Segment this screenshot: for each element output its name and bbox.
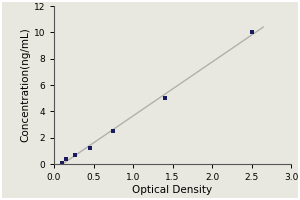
Point [162,97,167,100]
Point [111,129,116,133]
Point [249,31,254,34]
Point [73,153,78,156]
Point [64,157,68,160]
X-axis label: Optical Density: Optical Density [132,185,213,195]
Y-axis label: Concentration(ng/mL): Concentration(ng/mL) [21,28,31,142]
Point [59,161,64,164]
Point [87,147,92,150]
